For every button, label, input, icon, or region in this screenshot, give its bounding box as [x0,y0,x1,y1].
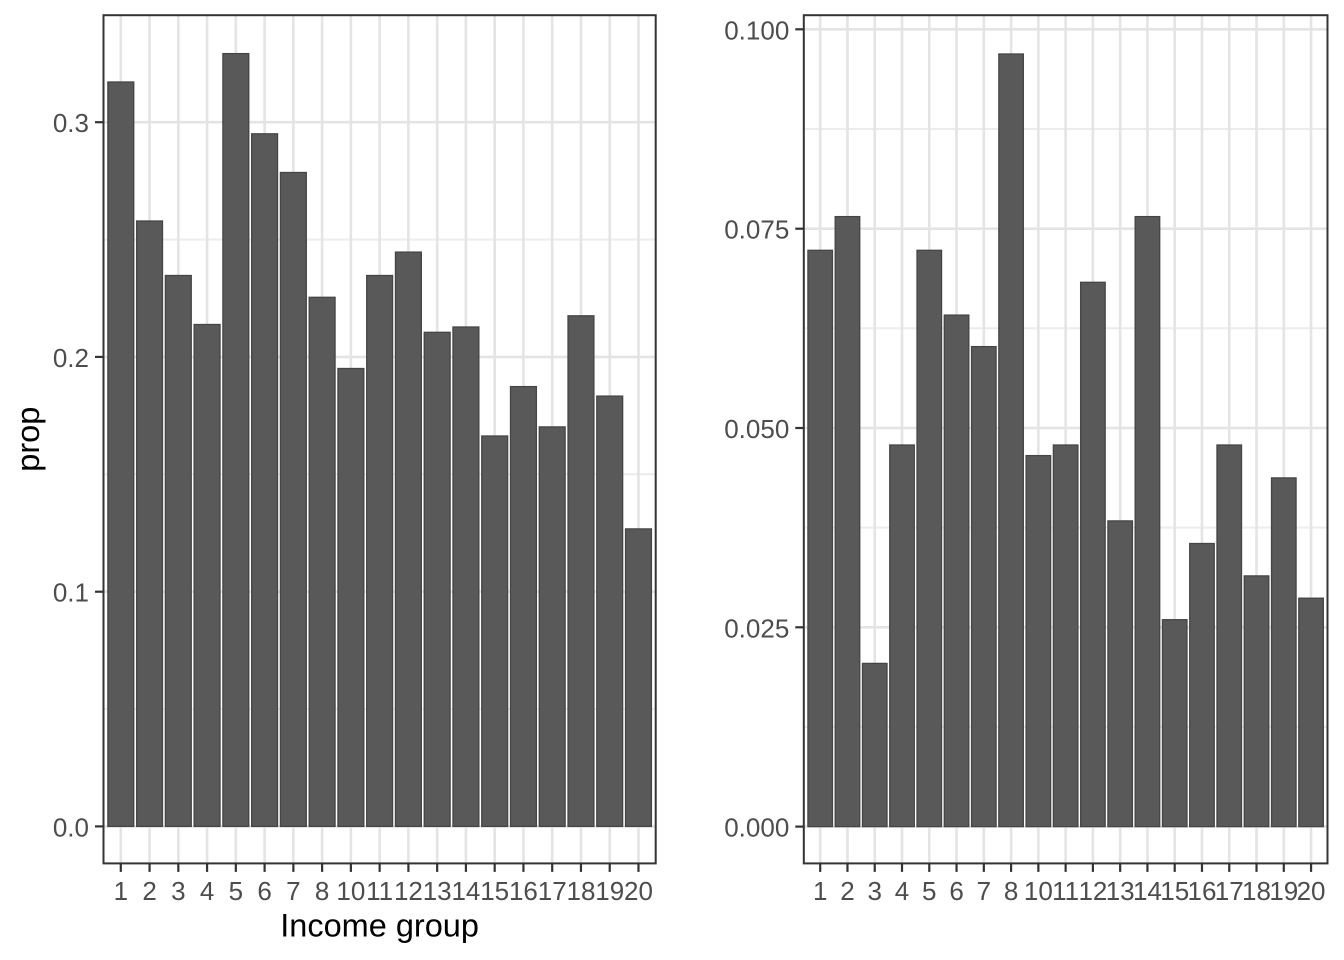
svg-text:6: 6 [949,876,963,906]
svg-text:4: 4 [895,876,909,906]
svg-text:0.2: 0.2 [53,343,89,373]
svg-text:0.050: 0.050 [724,414,789,444]
svg-text:14: 14 [1133,876,1162,906]
svg-text:1: 1 [114,876,128,906]
svg-text:11: 11 [366,876,393,906]
svg-text:5: 5 [922,876,936,906]
svg-text:8: 8 [1004,876,1018,906]
svg-text:16: 16 [1188,876,1217,906]
svg-text:17: 17 [1215,876,1244,906]
svg-text:11: 11 [1052,876,1079,906]
svg-text:18: 18 [566,876,595,906]
svg-text:2: 2 [142,876,156,906]
svg-text:7: 7 [977,876,991,906]
svg-text:19: 19 [595,876,624,906]
svg-text:8: 8 [315,876,329,906]
svg-text:12: 12 [1078,876,1107,906]
svg-text:1: 1 [813,876,827,906]
svg-text:6: 6 [257,876,271,906]
svg-text:13: 13 [1106,876,1135,906]
svg-text:0.1: 0.1 [53,578,89,608]
svg-text:17: 17 [538,876,567,906]
svg-text:15: 15 [1160,876,1189,906]
svg-text:12: 12 [394,876,423,906]
svg-text:3: 3 [868,876,882,906]
svg-text:14: 14 [451,876,480,906]
svg-text:0.3: 0.3 [53,108,89,138]
svg-text:0.000: 0.000 [724,813,789,843]
svg-text:15: 15 [480,876,509,906]
svg-text:5: 5 [229,876,243,906]
svg-text:10: 10 [336,876,365,906]
svg-text:20: 20 [624,876,653,906]
svg-text:20: 20 [1297,876,1326,906]
svg-text:7: 7 [286,876,300,906]
svg-text:13: 13 [423,876,452,906]
svg-text:3: 3 [171,876,185,906]
svg-text:10: 10 [1024,876,1053,906]
svg-text:prop: prop [10,407,46,472]
svg-text:0.075: 0.075 [724,215,789,245]
svg-text:4: 4 [200,876,214,906]
svg-text:Income group: Income group [280,907,479,943]
svg-text:16: 16 [509,876,538,906]
svg-text:2: 2 [840,876,854,906]
svg-text:19: 19 [1269,876,1298,906]
svg-text:0.100: 0.100 [724,15,789,45]
svg-text:18: 18 [1242,876,1271,906]
svg-text:0.0: 0.0 [53,812,89,842]
svg-text:0.025: 0.025 [724,613,789,643]
